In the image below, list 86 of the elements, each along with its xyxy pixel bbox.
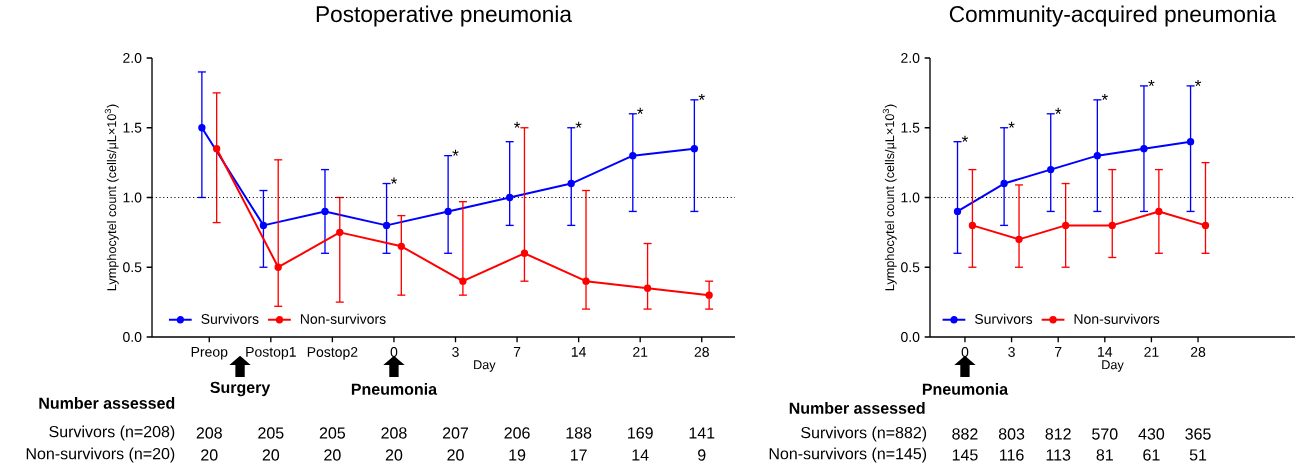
x-tick-label: Postop1 bbox=[246, 347, 296, 360]
annotation: * bbox=[575, 121, 582, 128]
annotation: * bbox=[698, 93, 705, 100]
text: Pneumonia bbox=[351, 383, 438, 395]
text: 20 bbox=[262, 449, 280, 461]
text: 812 bbox=[1045, 428, 1071, 440]
text: Number assessed bbox=[39, 397, 175, 409]
text: 61 bbox=[1143, 449, 1160, 461]
annotation: * bbox=[1194, 79, 1202, 87]
text: 17 bbox=[570, 449, 587, 461]
annotation: * bbox=[452, 149, 459, 156]
text: 169 bbox=[628, 427, 653, 439]
annotation: * bbox=[1055, 107, 1062, 114]
text: 570 bbox=[1092, 428, 1118, 440]
chart-title: Community-acquired pneumonia bbox=[949, 5, 1277, 27]
x-tick-label: 28 bbox=[1190, 347, 1206, 357]
x-tick-label: 7 bbox=[1055, 347, 1062, 357]
text: 113 bbox=[1046, 449, 1071, 461]
y-tick-label: 2.0 bbox=[901, 53, 920, 63]
text: 20 bbox=[385, 449, 403, 461]
y-tick-label: 0.5 bbox=[901, 262, 920, 273]
text: 188 bbox=[566, 427, 592, 439]
text: 141 bbox=[689, 427, 715, 439]
y-tick-label: 1.5 bbox=[123, 122, 142, 133]
x-tick-label: Preop bbox=[191, 347, 228, 360]
x-tick-label: 0 bbox=[390, 347, 398, 357]
text: 208 bbox=[196, 427, 222, 439]
y-tick-label: 1.5 bbox=[901, 122, 920, 133]
text: Non-survivors (n=145) bbox=[769, 447, 927, 463]
legend-label: Survivors bbox=[974, 313, 1033, 324]
text: 20 bbox=[447, 449, 464, 461]
x-axis-title: Day bbox=[1102, 360, 1124, 372]
annotation: * bbox=[1008, 121, 1015, 128]
text: 19 bbox=[509, 449, 526, 461]
text: 51 bbox=[1189, 449, 1207, 461]
x-tick-label: 21 bbox=[633, 347, 648, 357]
x-tick-label: 14 bbox=[1098, 347, 1113, 357]
legend-label: Survivors bbox=[201, 313, 259, 324]
y-tick-label: 0.0 bbox=[901, 332, 920, 342]
annotation: * bbox=[1148, 79, 1155, 87]
text: Surgery bbox=[210, 381, 271, 397]
text: 430 bbox=[1138, 428, 1165, 440]
legend-label: Non-survivors bbox=[300, 313, 386, 324]
text: 116 bbox=[1000, 449, 1024, 461]
text: 205 bbox=[258, 427, 284, 439]
y-tick-label: 0.0 bbox=[123, 332, 142, 342]
x-tick-label: 3 bbox=[1008, 347, 1015, 357]
text: 365 bbox=[1185, 428, 1211, 440]
x-tick-label: Postop2 bbox=[307, 347, 358, 360]
annotation: * bbox=[1101, 93, 1108, 100]
text: Non-survivors (n=20) bbox=[26, 447, 175, 463]
x-tick-label: 7 bbox=[513, 347, 521, 357]
y-axis-title: Lymphocytel count (cells/μL×10$^{3}$) bbox=[104, 104, 119, 291]
text: 145 bbox=[952, 449, 978, 461]
text: 205 bbox=[319, 427, 346, 439]
text: 803 bbox=[998, 428, 1025, 440]
legend-label: Non-survivors bbox=[1074, 313, 1160, 324]
text: Survivors (n=882) bbox=[801, 426, 927, 442]
y-axis-title: Lymphocytel count (cells/μL×10$^{3}$) bbox=[882, 104, 897, 291]
text: Survivors (n=208) bbox=[49, 425, 175, 441]
x-tick-label: 28 bbox=[694, 347, 709, 357]
text: 20 bbox=[324, 449, 341, 461]
y-tick-label: 1.0 bbox=[901, 192, 920, 203]
y-tick-label: 2.0 bbox=[123, 53, 142, 63]
text: 81 bbox=[1096, 449, 1113, 461]
text: 14 bbox=[632, 449, 649, 461]
x-tick-label: 21 bbox=[1144, 347, 1159, 357]
annotation: * bbox=[961, 135, 969, 142]
y-tick-label: 1.0 bbox=[123, 192, 142, 203]
text: 20 bbox=[201, 449, 218, 461]
x-axis-title: Day bbox=[474, 360, 496, 372]
x-tick-label: 3 bbox=[452, 347, 459, 357]
text: 207 bbox=[442, 427, 469, 439]
annotation: * bbox=[637, 107, 644, 114]
x-tick-label: 14 bbox=[571, 347, 586, 357]
text: Number assessed bbox=[789, 402, 925, 414]
x-tick-label: 0 bbox=[961, 347, 969, 357]
text: Pneumonia bbox=[922, 383, 1009, 395]
text: 206 bbox=[504, 427, 530, 439]
text: 882 bbox=[952, 428, 978, 440]
text: 9 bbox=[698, 449, 706, 461]
text: 208 bbox=[381, 427, 407, 439]
chart-title: Postoperative pneumonia bbox=[316, 5, 572, 27]
annotation: * bbox=[390, 177, 398, 184]
y-tick-label: 0.5 bbox=[123, 262, 142, 273]
annotation: * bbox=[513, 121, 521, 128]
